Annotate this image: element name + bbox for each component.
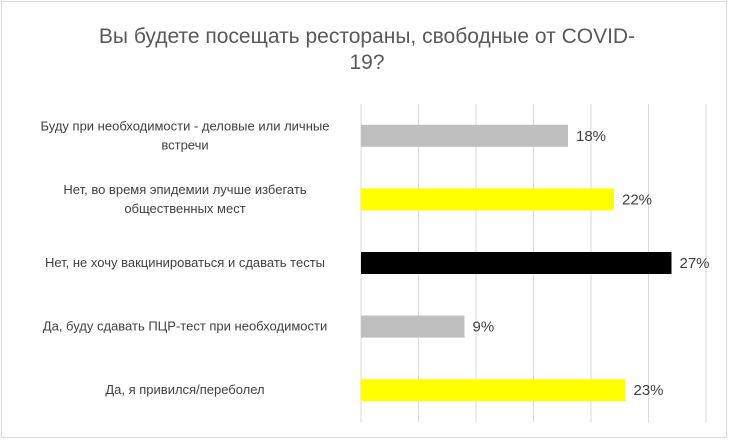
value-labels: 18% 22% 27% 9% 23%: [473, 128, 710, 399]
data-label: 27%: [680, 255, 710, 272]
category-labels: Буду при необходимости - деловые или лич…: [41, 118, 330, 397]
bars: [361, 124, 672, 402]
bar: [361, 252, 672, 274]
chart-title: Вы будете посещать рестораны, свободные …: [98, 25, 636, 74]
data-label: 22%: [622, 191, 652, 208]
data-label: 18%: [576, 128, 606, 145]
bar: [361, 188, 614, 211]
category-label: Да, я привился/переболел: [105, 382, 264, 397]
category-label: Нет, во время эпидемии лучше избегать: [63, 182, 306, 197]
bar: [361, 315, 465, 338]
bar: [361, 379, 626, 402]
category-label: Да, буду сдавать ПЦР-тест при необходимо…: [43, 319, 327, 334]
category-label: Нет, не хочу вакцинироваться и сдавать т…: [45, 255, 325, 270]
data-label: 23%: [634, 382, 664, 399]
category-label: Буду при необходимости - деловые или лич…: [41, 118, 330, 133]
data-label: 9%: [473, 319, 495, 336]
bar: [361, 124, 568, 147]
category-label: общественных мест: [124, 201, 245, 216]
category-label: встречи: [161, 137, 208, 152]
